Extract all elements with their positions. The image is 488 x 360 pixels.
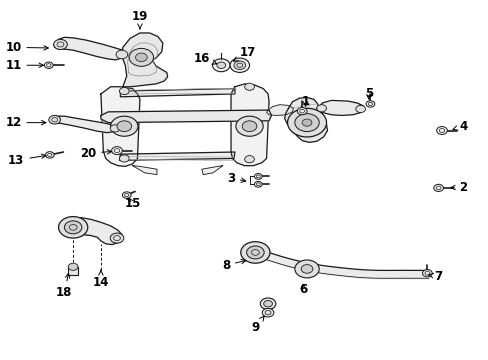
Text: 20: 20 [80, 147, 111, 159]
Circle shape [111, 147, 122, 154]
Circle shape [436, 127, 447, 134]
Polygon shape [120, 89, 234, 97]
Text: 16: 16 [194, 51, 216, 64]
Circle shape [45, 152, 54, 158]
Text: 14: 14 [93, 270, 109, 289]
Polygon shape [101, 110, 271, 123]
Text: 19: 19 [131, 10, 148, 29]
Polygon shape [62, 218, 122, 244]
Circle shape [110, 125, 120, 132]
Circle shape [240, 242, 269, 263]
Text: 1: 1 [301, 95, 309, 108]
Polygon shape [68, 267, 78, 275]
Circle shape [49, 116, 61, 124]
Circle shape [233, 61, 245, 69]
Circle shape [119, 87, 129, 95]
Circle shape [244, 156, 254, 163]
Polygon shape [284, 98, 327, 142]
Circle shape [229, 58, 249, 72]
Text: 13: 13 [8, 154, 46, 167]
Text: 9: 9 [250, 316, 264, 333]
Circle shape [54, 40, 67, 49]
Circle shape [433, 184, 443, 192]
Circle shape [260, 298, 275, 310]
Text: 12: 12 [5, 116, 46, 129]
Polygon shape [54, 37, 125, 60]
Circle shape [297, 108, 306, 115]
Circle shape [129, 48, 153, 66]
Text: 8: 8 [222, 259, 245, 272]
Circle shape [64, 221, 82, 234]
Text: 5: 5 [364, 87, 372, 100]
Circle shape [294, 114, 319, 132]
Polygon shape [50, 116, 117, 133]
Polygon shape [316, 100, 363, 116]
Circle shape [287, 108, 326, 137]
Circle shape [122, 192, 131, 198]
Circle shape [135, 53, 147, 62]
Circle shape [365, 101, 374, 107]
Circle shape [422, 270, 431, 277]
Circle shape [119, 155, 129, 162]
Text: 6: 6 [298, 283, 306, 296]
Circle shape [244, 83, 254, 90]
Text: 17: 17 [233, 46, 256, 61]
Circle shape [316, 105, 326, 112]
Circle shape [301, 265, 312, 273]
Circle shape [110, 116, 138, 136]
Circle shape [254, 174, 262, 179]
Circle shape [254, 181, 262, 187]
Circle shape [263, 301, 272, 307]
Polygon shape [230, 84, 268, 166]
Polygon shape [202, 166, 222, 175]
Polygon shape [122, 33, 167, 87]
Circle shape [68, 263, 78, 270]
Polygon shape [266, 105, 293, 116]
Text: 15: 15 [124, 197, 141, 210]
Polygon shape [132, 166, 157, 175]
Circle shape [242, 121, 256, 132]
Circle shape [235, 116, 263, 136]
Circle shape [302, 119, 311, 126]
Circle shape [116, 50, 127, 59]
Circle shape [262, 309, 273, 317]
Circle shape [212, 59, 229, 72]
Text: 3: 3 [226, 172, 245, 185]
Circle shape [246, 246, 264, 259]
Text: 10: 10 [5, 41, 48, 54]
Polygon shape [119, 152, 234, 160]
Text: 18: 18 [56, 274, 72, 300]
Circle shape [59, 217, 87, 238]
Text: 2: 2 [450, 181, 466, 194]
Circle shape [217, 62, 225, 68]
Circle shape [44, 62, 53, 68]
Circle shape [355, 105, 365, 113]
Polygon shape [101, 87, 140, 166]
Circle shape [110, 233, 123, 243]
Text: 11: 11 [5, 59, 43, 72]
Circle shape [294, 260, 319, 278]
Text: 4: 4 [452, 120, 467, 133]
Text: 7: 7 [428, 270, 442, 283]
Circle shape [117, 121, 131, 132]
